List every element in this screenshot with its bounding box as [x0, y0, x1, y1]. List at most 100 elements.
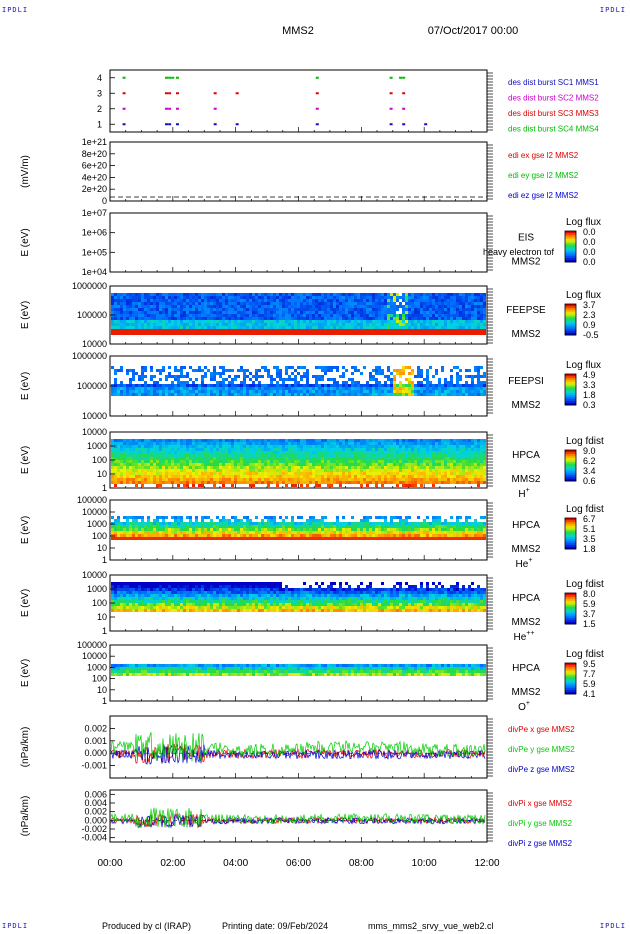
feepsi-cell	[189, 384, 192, 387]
hpca-h-cell	[114, 460, 117, 463]
hpca-h-cell	[435, 463, 438, 466]
hpca-h-cell	[198, 460, 201, 463]
feepse-cell	[444, 332, 447, 335]
feepsi-cell	[384, 387, 387, 390]
hpca-h-cell	[123, 481, 126, 484]
feepsi-cell	[150, 378, 153, 381]
feepsi-cell	[237, 375, 240, 378]
hpca-h-cell	[306, 475, 309, 478]
feepsi-cell	[252, 393, 255, 396]
feepse-cell	[168, 332, 171, 335]
feepse-cell	[297, 296, 300, 299]
hpca-h-cell	[165, 463, 168, 466]
hpca-h-cell	[393, 457, 396, 460]
feepsi-cell	[402, 369, 405, 372]
feepsi-cell	[315, 390, 318, 393]
feepse-cell	[399, 329, 402, 332]
hpca-h-cell	[225, 481, 228, 484]
feepsi-cell	[165, 390, 168, 393]
hpca-h-cell	[129, 466, 132, 469]
feepse-cell	[294, 314, 297, 317]
hpca-h-cell	[300, 469, 303, 472]
hpca-h-cell	[144, 445, 147, 448]
hpca-h-cell	[225, 442, 228, 445]
feepse-cell	[123, 302, 126, 305]
feepse-cell	[252, 317, 255, 320]
hpca-h-cell	[387, 442, 390, 445]
feepse-cell	[123, 314, 126, 317]
hpca-h-cell	[165, 478, 168, 481]
hpca-h-cell	[348, 460, 351, 463]
hpca-h-cell	[270, 439, 273, 442]
feepse-cell	[393, 299, 396, 302]
feepsi-cell	[153, 381, 156, 384]
hpca-h-cell	[153, 445, 156, 448]
feepsi-cell	[423, 393, 426, 396]
feepsi-cell	[354, 384, 357, 387]
feepse-cell	[267, 317, 270, 320]
hpca-h-cell	[147, 439, 150, 442]
feepse-cell	[225, 317, 228, 320]
hpca-h-cell	[186, 469, 189, 472]
feepsi-cell	[285, 366, 288, 369]
feepse-cell	[210, 311, 213, 314]
hpca-h-cell	[162, 475, 165, 478]
feepse-cell	[363, 308, 366, 311]
hpca-h-cell	[288, 445, 291, 448]
feepse-cell	[159, 323, 162, 326]
hpca-h-cell	[327, 454, 330, 457]
feepsi-cell	[201, 384, 204, 387]
feepse-cell	[396, 329, 399, 332]
feepsi-cell	[444, 378, 447, 381]
hpca-h-cell	[204, 445, 207, 448]
feepse-cell	[198, 332, 201, 335]
feepse-cell	[360, 323, 363, 326]
feepsi-cell	[180, 393, 183, 396]
hpca-h-cell	[420, 445, 423, 448]
hpca-h-cell	[261, 442, 264, 445]
hpca-h-cell	[153, 454, 156, 457]
feepsi-cell	[411, 390, 414, 393]
feepsi-cell	[438, 387, 441, 390]
hpca-h-cell	[222, 469, 225, 472]
feepse-cell	[174, 299, 177, 302]
feepse-cell	[303, 332, 306, 335]
hpca-h-cell	[411, 454, 414, 457]
feepse-cell	[252, 305, 255, 308]
feepse-cell	[483, 305, 486, 308]
hpca-h-cell	[375, 439, 378, 442]
feepse-cell	[306, 296, 309, 299]
hpca-h-cell	[213, 484, 216, 487]
hpca-h-cell	[321, 454, 324, 457]
feepse-cell	[264, 326, 267, 329]
hpca-h-cell	[285, 472, 288, 475]
hpca-h-cell	[297, 469, 300, 472]
feepsi-cell	[333, 390, 336, 393]
feepse-cell	[462, 317, 465, 320]
feepse-cell	[360, 308, 363, 311]
feepsi-cell	[123, 387, 126, 390]
feepsi-cell	[348, 390, 351, 393]
hpca-h-cell	[141, 469, 144, 472]
burst-burst-mark	[164, 123, 168, 126]
hpca-h-cell	[285, 454, 288, 457]
feepsi-cell	[375, 372, 378, 375]
feepse-cell	[273, 311, 276, 314]
hpca-h-cell	[252, 451, 255, 454]
hpca-h-cell	[198, 475, 201, 478]
feepsi-cell	[390, 381, 393, 384]
hpca-h-cell	[474, 472, 477, 475]
hpca-h-cell	[270, 457, 273, 460]
hpca-h-cell	[327, 481, 330, 484]
feepsi-cell	[198, 369, 201, 372]
feepse-cell	[297, 311, 300, 314]
feepse-cell	[228, 323, 231, 326]
feepse-cell	[261, 314, 264, 317]
feepse-cell	[129, 329, 132, 332]
hpca-h-cell	[450, 442, 453, 445]
hpca-h-cell	[477, 481, 480, 484]
feepsi-colorbar-swatch	[565, 401, 576, 404]
hpca-h-spacecraft-label: MMS2	[512, 474, 541, 485]
feepse-cell	[246, 314, 249, 317]
feepse-cell	[285, 299, 288, 302]
